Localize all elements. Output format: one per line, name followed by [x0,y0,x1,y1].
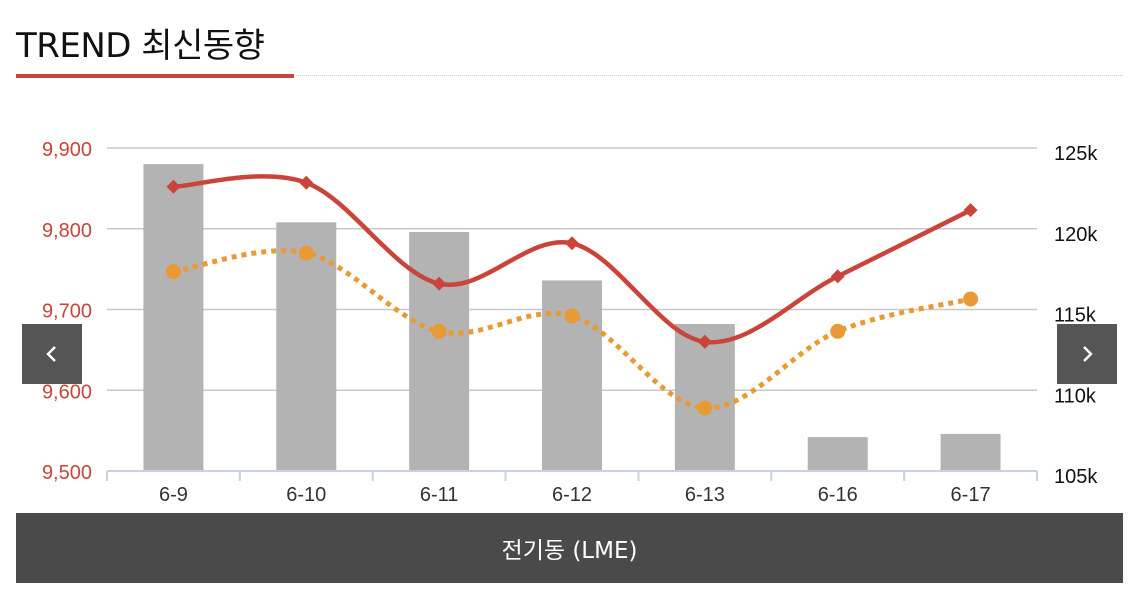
prev-button[interactable] [22,324,82,384]
bar [143,164,204,471]
circle-marker [963,291,979,307]
diamond-marker [432,276,447,291]
right-axis-tick-label: 105k [1054,466,1098,488]
x-axis-tick-label: 6-17 [951,484,991,506]
right-axis-tick-label: 115k [1054,305,1097,327]
circle-marker [564,308,580,324]
chart-caption-bar: 전기동 (LME) [16,513,1123,583]
left-axis-tick-label: 9,800 [42,220,92,242]
x-axis-tick-label: 6-13 [685,484,725,506]
diamond-marker [166,179,181,194]
x-axis-tick-label: 6-11 [420,484,459,506]
diamond-marker [963,203,978,218]
circle-marker [431,323,447,339]
x-axis-tick-label: 6-9 [159,484,188,506]
circle-marker [298,245,314,261]
bar [409,231,470,471]
left-axis-tick-label: 9,600 [42,381,92,403]
chevron-right-icon [1083,346,1093,362]
x-axis-tick-label: 6-12 [552,484,592,506]
left-axis-tick-label: 9,700 [42,301,92,323]
right-axis-tick-label: 110k [1054,385,1097,407]
circle-marker [165,264,181,280]
diamond-marker [697,334,712,349]
left-axis-tick-label: 9,500 [42,462,92,484]
circle-marker [697,400,713,416]
page-title: TREND 최신동향 [16,26,265,66]
diamond-marker [565,236,579,251]
bar [276,222,337,471]
title-underline [16,74,294,78]
left-axis-tick-label: 9,900 [42,139,92,161]
x-axis-tick-label: 6-10 [286,484,326,506]
x-axis-tick-label: 6-16 [818,484,858,506]
diamond-marker [830,269,845,284]
header-divider [296,75,1123,76]
diamond-marker [299,175,314,190]
right-axis-tick-label: 125k [1054,143,1098,165]
chart-caption: 전기동 (LME) [501,538,638,564]
circle-marker [830,323,846,339]
next-button[interactable] [1057,324,1117,384]
right-axis-tick-label: 120k [1054,224,1098,246]
bar [807,437,868,471]
bar [940,433,1001,471]
chevron-left-icon [46,346,56,362]
